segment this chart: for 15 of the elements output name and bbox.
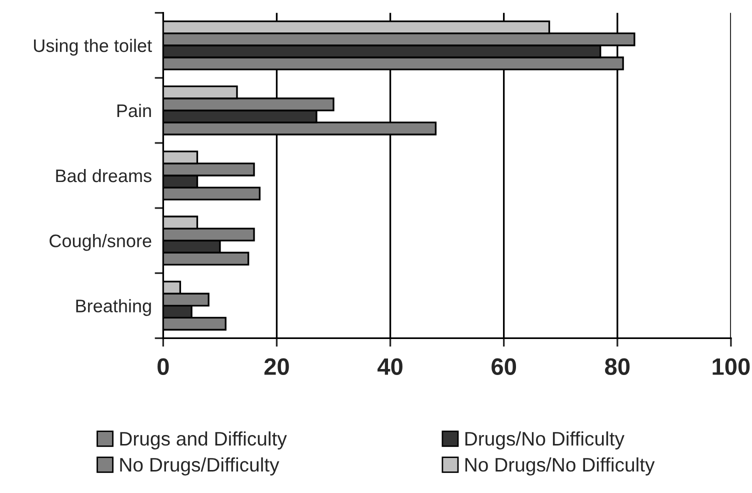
y-tick-label: Using the toilet <box>34 38 152 56</box>
legend-label: No Drugs/No Difficulty <box>465 457 655 476</box>
y-tick-label: Cough/snore <box>50 234 152 251</box>
legend-label: No Drugs/Difficulty <box>120 457 280 476</box>
x-tick-label: 40 <box>378 358 402 375</box>
y-tick-label: Breathing <box>76 299 151 316</box>
legend-label: Drugs and Difficulty <box>120 431 287 450</box>
y-tick-label: Bad dreams <box>56 168 152 182</box>
x-tick-label: 20 <box>264 358 289 375</box>
x-tick-label: 80 <box>605 358 630 375</box>
x-tick-label: 60 <box>492 358 516 375</box>
x-tick-label: 100 <box>712 358 750 375</box>
x-tick-label: 0 <box>158 358 169 375</box>
y-tick-label: Pain <box>117 104 151 118</box>
legend-label: Drugs/No Difficulty <box>465 431 624 450</box>
